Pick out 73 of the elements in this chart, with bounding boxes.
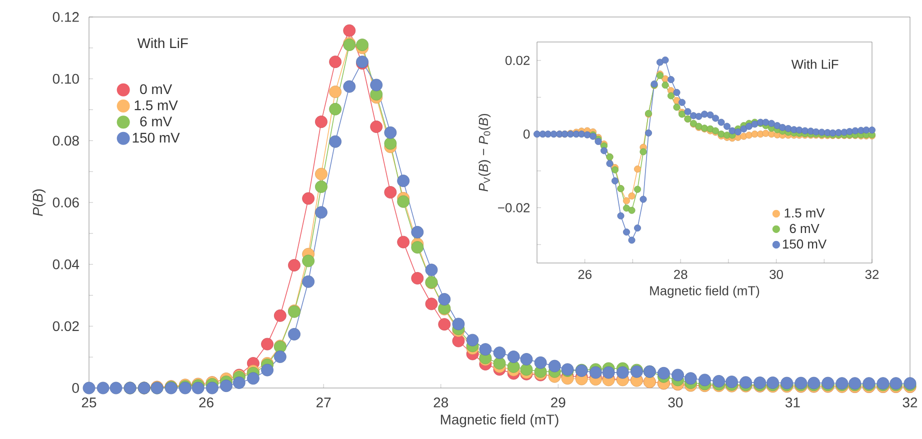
point [662,82,669,89]
point [343,24,356,37]
x-tick-label: 30 [668,398,683,408]
point [668,92,675,100]
y-tick-label: −0.02 [498,203,530,212]
y-tick-label: 0.12 [52,12,79,22]
y-tick-label: 0.08 [52,136,79,146]
point [520,363,533,376]
y-tick-label: 0.02 [52,321,79,332]
y-tick-label: 0.02 [505,56,530,65]
point [329,86,342,98]
point [302,254,315,268]
point [425,298,438,310]
point [628,206,636,214]
point [261,338,274,350]
y-axis-title: P(B) [32,189,46,216]
point [493,357,506,370]
point [634,166,642,173]
y-tick-label: 0.06 [52,198,79,208]
x-axis-title: Magnetic field (mT) [440,414,558,428]
x-axis-title: Magnetic field (mT) [650,286,760,298]
x-tick-label: 30 [770,270,783,279]
point [640,148,647,156]
point [315,180,328,193]
point [329,56,342,68]
legend-label: 1.5 mV [784,208,825,218]
legend-label: 6 mV [790,224,820,234]
point [751,130,758,138]
point [356,38,368,52]
x-tick-label: 32 [865,270,879,279]
legend-label: 6 mV [140,116,172,126]
y-tick-label: 0 [72,383,79,393]
point [673,97,680,104]
point [673,104,680,111]
point [397,236,410,248]
legend-label: 150 mV [132,132,180,143]
point [452,334,465,348]
point [315,168,328,180]
point [762,130,770,137]
x-tick-label: 26 [199,398,214,408]
x-tick-label: 26 [578,270,592,279]
point [623,197,630,204]
point [370,120,383,133]
x-tick-label: 32 [902,398,918,408]
x-tick-label: 25 [82,398,96,408]
point [746,132,753,139]
point [411,241,424,254]
annotation: With LiF [137,38,188,48]
annotation: With LiF [791,59,838,69]
point [628,192,636,200]
y-tick-label: 0.10 [52,74,79,84]
point [411,272,424,284]
point [634,186,642,193]
x-tick-label: 28 [674,270,688,279]
text: P$_{V}$(B) − P$_{0}$(B) [478,114,491,192]
point [384,137,397,150]
x-tick-label: 31 [785,398,800,408]
y-tick-label: 0 [523,129,530,139]
point [315,116,328,128]
x-tick-label: 29 [551,398,566,408]
point [274,309,286,322]
legend-label: 150 mV [782,239,827,249]
point [397,195,410,208]
x-tick-label: 27 [316,398,331,408]
y-tick-label: 0.04 [52,259,80,270]
point [438,318,451,331]
legend-label: 1.5 mV [134,100,178,110]
point [329,102,342,116]
x-tick-label: 28 [434,398,448,408]
legend-label: 0 mV [140,84,172,94]
point [288,259,300,272]
point [302,192,315,205]
point [384,186,397,198]
